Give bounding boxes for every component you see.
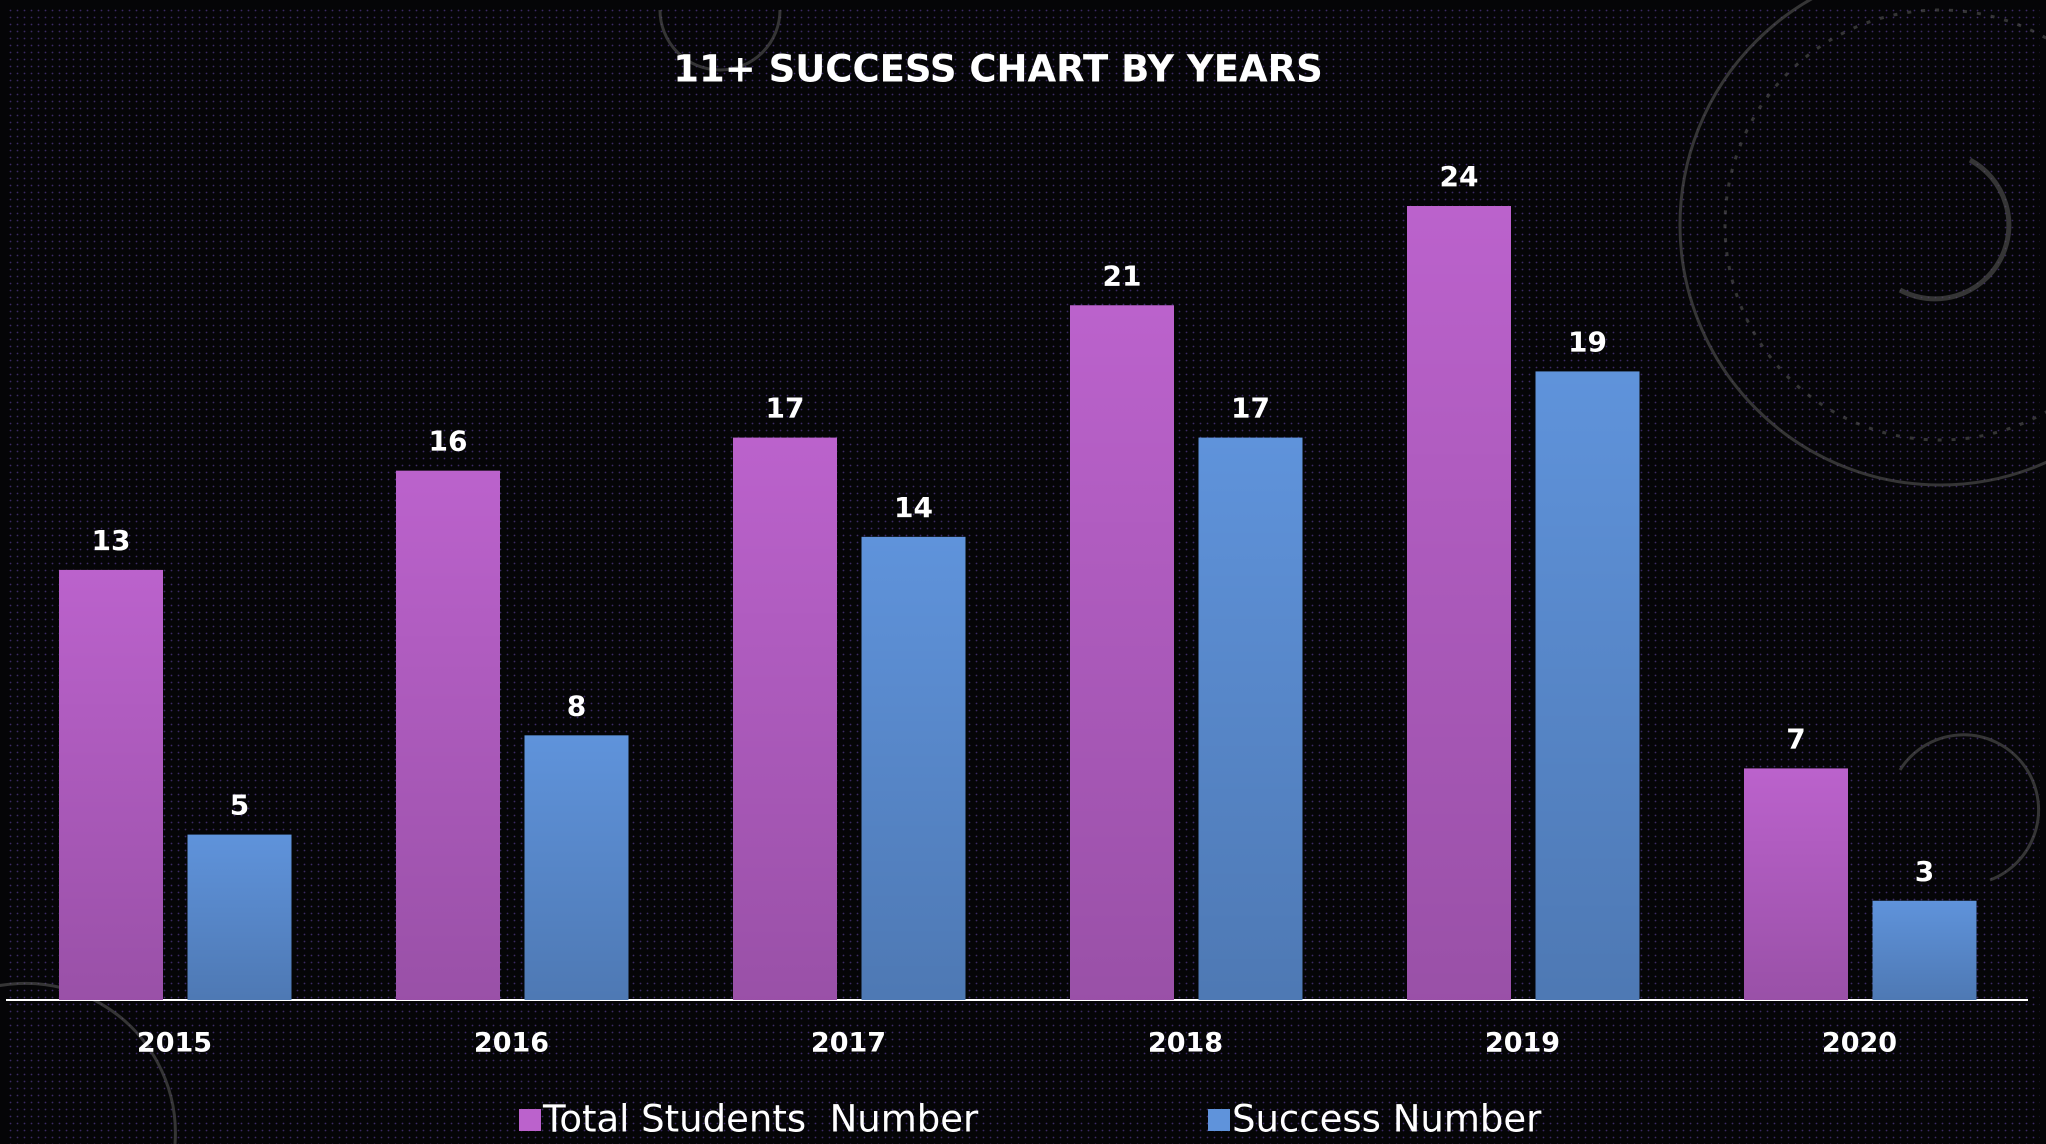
x-tick-label: 2017 [811, 1028, 886, 1059]
x-tick-label: 2018 [1148, 1028, 1223, 1059]
x-tick-label: 2020 [1822, 1028, 1897, 1059]
data-label: 17 [766, 392, 805, 425]
data-label: 7 [1786, 722, 1805, 755]
bar-shade [1198, 437, 1303, 1000]
bar-shade [861, 536, 966, 1000]
bar-shade [187, 834, 292, 1000]
data-label: 24 [1440, 160, 1479, 193]
data-label: 13 [92, 524, 131, 557]
chart-title: 11+ SUCCESS CHART BY YEARS [673, 48, 1323, 91]
bar-shade [1744, 768, 1848, 1000]
bar-shade [1070, 305, 1174, 1000]
bar-shade [396, 470, 500, 1001]
bar-shade [1407, 206, 1511, 1000]
data-label: 17 [1231, 392, 1270, 425]
data-label: 5 [230, 789, 249, 822]
legend-swatch [1208, 1109, 1230, 1131]
legend-label: Total Students Number [542, 1098, 979, 1141]
data-label: 21 [1103, 259, 1142, 292]
legend-swatch [519, 1109, 541, 1131]
x-tick-label: 2019 [1485, 1028, 1560, 1059]
dot-pattern [6, 6, 2040, 1144]
data-label: 14 [894, 491, 933, 524]
x-tick-label: 2015 [137, 1028, 212, 1059]
data-label: 16 [429, 425, 468, 458]
bar-shade [1535, 371, 1640, 1001]
legend-label: Success Number [1232, 1098, 1542, 1141]
bar-shade [733, 437, 837, 1000]
data-label: 19 [1568, 325, 1607, 358]
x-tick-label: 2016 [474, 1028, 549, 1059]
bar-shade [524, 735, 629, 1000]
data-label: 8 [567, 689, 586, 722]
bar-shade [59, 569, 163, 1000]
data-label: 3 [1915, 855, 1934, 888]
bar-shade [1872, 900, 1977, 1000]
